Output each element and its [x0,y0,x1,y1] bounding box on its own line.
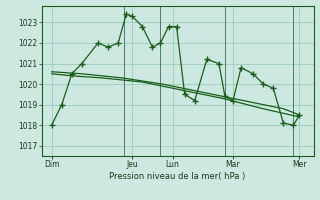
X-axis label: Pression niveau de la mer( hPa ): Pression niveau de la mer( hPa ) [109,172,246,181]
